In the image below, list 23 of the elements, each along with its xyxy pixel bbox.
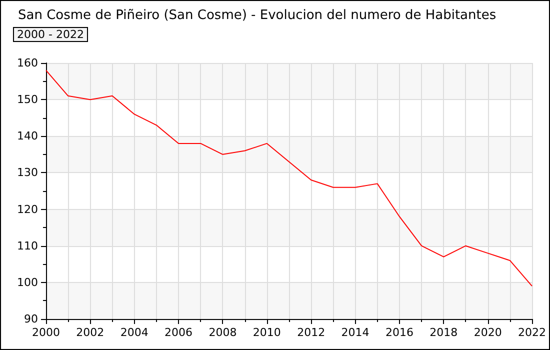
chart-subtitle: 2000 - 2022 [17, 28, 84, 41]
y-tick-label: 130 [17, 166, 38, 180]
x-tick-label: 2008 [208, 326, 237, 339]
y-tick-label: 160 [17, 56, 38, 70]
x-tick-label: 2020 [474, 326, 502, 339]
x-tick-label: 2004 [120, 326, 148, 339]
chart-title: San Cosme de Piñeiro (San Cosme) - Evolucion del numero de Habitantes [18, 8, 496, 23]
x-tick-label: 2014 [341, 326, 370, 339]
x-tick-label: 2000 [32, 326, 60, 339]
y-tick-label: 90 [24, 312, 38, 326]
x-tick-label: 2010 [252, 326, 281, 339]
line-series [46, 70, 533, 287]
y-tick-label: 110 [17, 239, 38, 252]
x-tick-label: 2002 [76, 326, 104, 339]
x-tick-label: 2018 [430, 326, 458, 339]
y-tick-label: 150 [17, 93, 38, 106]
x-tick-label: 2012 [297, 326, 326, 339]
x-tick-label: 2006 [164, 326, 193, 339]
y-tick-label: 140 [17, 130, 38, 143]
y-tick-label: 100 [17, 276, 38, 289]
x-tick-label: 2022 [518, 326, 546, 339]
x-tick-label: 2016 [385, 326, 414, 339]
y-tick-label: 120 [17, 202, 38, 216]
